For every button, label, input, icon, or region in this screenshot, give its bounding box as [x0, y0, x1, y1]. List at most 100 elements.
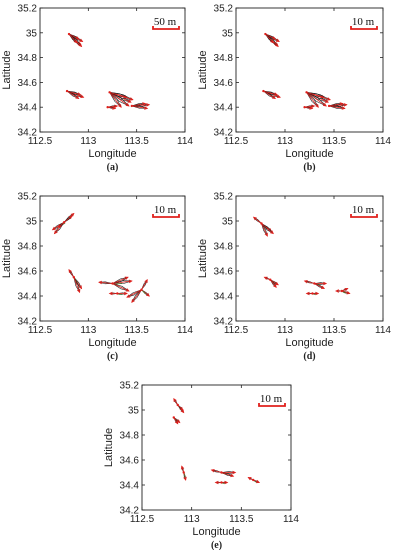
plot-frame — [235, 7, 384, 133]
vector-arrowhead — [118, 103, 122, 108]
vector-arrowhead — [214, 480, 219, 485]
x-tick-label: 113 — [80, 136, 96, 147]
vector-arrowhead — [343, 103, 348, 107]
station-point — [116, 292, 119, 295]
y-tick-label: 34.8 — [214, 242, 234, 253]
vector-cluster — [247, 477, 261, 484]
vector-arrowhead — [98, 280, 103, 285]
x-axis-label: Longitude — [192, 526, 240, 538]
vector-arrowhead — [270, 39, 274, 44]
scale-bar — [350, 214, 378, 218]
displacement-vector — [107, 106, 116, 109]
vector-arrowhead — [326, 97, 331, 101]
vector-arrowhead — [78, 285, 83, 290]
station-point — [108, 91, 111, 94]
x-tick-label: 113 — [184, 514, 200, 525]
vector-arrowhead — [271, 36, 277, 40]
vector-arrowhead — [210, 468, 215, 473]
station-point — [313, 282, 316, 285]
x-tick-label: 113.5 — [322, 136, 347, 147]
station-point — [130, 104, 134, 108]
station-point — [252, 478, 255, 482]
vector-arrowhead — [123, 291, 128, 296]
y-tick-label: 34.8 — [214, 53, 234, 64]
vector-arrowhead — [270, 230, 274, 235]
displacement-vector — [63, 215, 73, 223]
x-tick-label: 114 — [283, 514, 299, 525]
displacement-vector — [263, 90, 278, 96]
displacement-vector — [112, 276, 129, 284]
y-tick-label: 34.6 — [18, 78, 38, 89]
y-tick-label: 35 — [26, 28, 38, 39]
y-tick-label: 34.2 — [214, 128, 234, 139]
displacement-vector — [263, 90, 276, 99]
panel-label: (a) — [107, 162, 119, 173]
vector-cluster — [252, 216, 274, 237]
vector-cluster — [303, 104, 316, 110]
vector-arrowhead — [247, 477, 252, 481]
vector-arrowhead — [264, 232, 268, 237]
y-axis-label: Latitude — [103, 428, 115, 467]
y-tick-label: 34.4 — [120, 481, 140, 492]
y-axis-label: Latitude — [1, 50, 13, 89]
displacement-vector — [341, 290, 350, 294]
vector-cluster — [210, 468, 237, 478]
displacement-vector — [73, 277, 81, 293]
scale-bar — [350, 26, 378, 30]
displacement-vector — [261, 223, 274, 234]
vector-arrowhead — [303, 279, 308, 284]
displacement-vector — [126, 289, 142, 298]
vector-arrowhead — [339, 102, 344, 106]
displacement-vector — [306, 91, 331, 101]
y-tick-label: 34.4 — [18, 292, 38, 303]
station-point — [262, 89, 265, 93]
panel-label: (c) — [107, 351, 118, 362]
vector-arrowhead — [273, 284, 277, 288]
vector-arrowhead — [125, 288, 130, 292]
y-tick-label: 34.2 — [18, 128, 38, 139]
y-tick-label: 35 — [222, 217, 234, 228]
station-point — [269, 278, 272, 281]
y-tick-label: 34.2 — [120, 506, 140, 517]
vector-cluster — [180, 465, 187, 481]
vector-arrowhead — [73, 39, 78, 44]
vector-arrowhead — [146, 103, 151, 107]
y-tick-label: 35.2 — [18, 4, 38, 15]
x-tick-label: 113.5 — [125, 325, 150, 336]
vector-arrowhead — [129, 97, 134, 101]
displacement-vector — [211, 469, 222, 473]
x-tick-label: 113.5 — [125, 136, 150, 147]
vector-arrowhead — [70, 212, 75, 217]
scale-bar — [152, 214, 180, 218]
vector-arrowhead — [77, 92, 82, 96]
vector-arrowhead — [252, 216, 257, 221]
x-tick-label: 114 — [177, 325, 193, 336]
vector-arrowhead — [173, 397, 177, 402]
displacement-vector — [68, 269, 75, 278]
x-tick-label: 113.5 — [322, 325, 347, 336]
vector-arrowhead — [124, 276, 129, 280]
vector-cluster — [108, 91, 134, 108]
displacement-vector — [261, 223, 268, 237]
vector-arrowhead — [75, 95, 80, 100]
station-point — [260, 222, 263, 225]
y-tick-label: 34.2 — [214, 317, 234, 328]
station-point — [111, 282, 114, 285]
vector-cluster — [106, 104, 119, 110]
x-tick-label: 112.5 — [28, 136, 53, 147]
displacement-vector — [141, 279, 148, 290]
vector-cluster — [172, 416, 181, 425]
x-tick-label: 114 — [177, 136, 193, 147]
chart-panel: 112.5 113 113.5 114 34.2 34.4 34.6 34.8 35 35.2 Lo… — [103, 381, 299, 550]
plot-frame — [141, 384, 292, 511]
displacement-vector — [269, 279, 277, 288]
vector-arrowhead — [144, 278, 148, 283]
vector-arrowhead — [183, 476, 187, 481]
chart-panel: 112.5 113 113.5 114 34.2 34.4 34.6 34.8 35 35.2 Lo… — [197, 192, 391, 363]
displacement-vector — [58, 221, 65, 228]
vector-cluster — [335, 287, 351, 295]
y-axis-label: Latitude — [197, 239, 209, 278]
displacement-vector — [221, 472, 234, 477]
vector-cluster — [68, 268, 83, 294]
vector-arrowhead — [142, 102, 147, 106]
